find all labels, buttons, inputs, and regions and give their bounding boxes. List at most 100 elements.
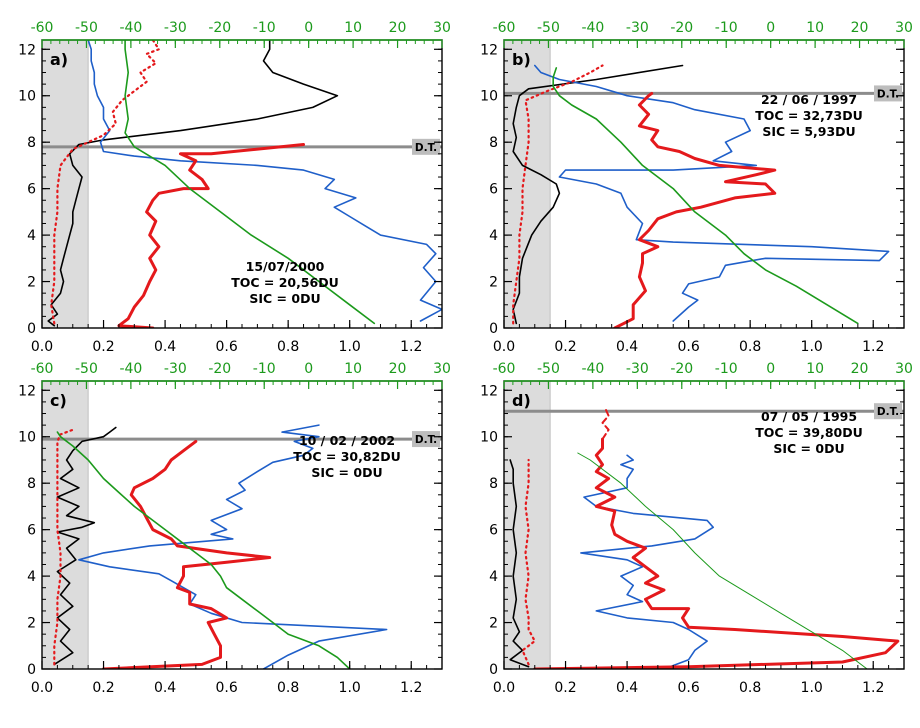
annotation-line: SIC = 0DU bbox=[311, 465, 382, 480]
y-tick-label: 6 bbox=[489, 182, 498, 198]
x-tick-label: 0.6 bbox=[677, 339, 699, 355]
top-tick-label: -30 bbox=[164, 20, 187, 36]
annotation-line: SIC = 0DU bbox=[773, 441, 844, 456]
top-tick-label: 20 bbox=[851, 361, 869, 377]
x-tick-label: 1.2 bbox=[400, 339, 422, 355]
series-line-ozone-2 bbox=[613, 91, 777, 328]
top-tick-label: 0 bbox=[766, 20, 775, 36]
annotation-line: TOC = 20,56DU bbox=[231, 275, 339, 290]
x-tick-label: 0.8 bbox=[277, 680, 299, 696]
series-line-blue-1 bbox=[533, 64, 890, 322]
y-tick-label: 12 bbox=[480, 42, 498, 58]
series-line-ozone-2 bbox=[102, 439, 272, 669]
series-line-dotted-3 bbox=[521, 458, 536, 666]
series-line-blue-1 bbox=[87, 40, 442, 322]
top-tick-label: -10 bbox=[253, 20, 276, 36]
x-tick-label: 1.0 bbox=[339, 680, 361, 696]
panel-d: D.T. 0.0 0.2 0.4 0.6 0.8 1.0 1.2 -60 -50 -40 -30 -20… bbox=[480, 361, 913, 696]
series-line-black-0 bbox=[47, 40, 339, 327]
x-tick-label: 0.4 bbox=[154, 680, 176, 696]
top-tick-label: 0 bbox=[766, 361, 775, 377]
x-tick-label: 1.0 bbox=[801, 339, 823, 355]
top-tick-label: -30 bbox=[164, 361, 187, 377]
top-tick-label: 10 bbox=[344, 20, 362, 36]
top-tick-label: -10 bbox=[715, 20, 738, 36]
y-tick-label: 2 bbox=[27, 616, 36, 632]
y-tick-label: 8 bbox=[489, 135, 498, 151]
series-line-dotted-3 bbox=[50, 40, 160, 325]
top-tick-label: 30 bbox=[433, 20, 451, 36]
top-tick-label: -60 bbox=[31, 20, 54, 36]
y-tick-label: 0 bbox=[489, 662, 498, 678]
dt-label-box bbox=[412, 138, 440, 155]
x-tick-label: 0.8 bbox=[739, 680, 761, 696]
annotation-line: TOC = 32,73DU bbox=[755, 108, 863, 123]
x-tick-label: 1.0 bbox=[339, 339, 361, 355]
top-tick-label: 10 bbox=[806, 361, 824, 377]
series-group bbox=[47, 40, 442, 328]
series-group bbox=[512, 64, 890, 328]
x-tick-label: 0.0 bbox=[31, 339, 53, 355]
x-tick-label: 0.4 bbox=[616, 680, 638, 696]
annotation-line: 22 / 06 / 1997 bbox=[761, 92, 857, 107]
y-tick-label: 6 bbox=[27, 523, 36, 539]
series-line-black-0 bbox=[509, 459, 530, 668]
top-tick-label: -40 bbox=[119, 361, 142, 377]
annotation-line: SIC = 5,93DU bbox=[762, 124, 855, 139]
x-tick-label: 0.2 bbox=[92, 680, 114, 696]
top-tick-label: 30 bbox=[895, 20, 913, 36]
series-line-temperature-4 bbox=[124, 40, 376, 325]
top-tick-label: 0 bbox=[304, 361, 313, 377]
top-tick-label: 10 bbox=[806, 20, 824, 36]
x-tick-label: 1.0 bbox=[801, 680, 823, 696]
y-tick-label: 8 bbox=[27, 135, 36, 151]
series-line-temperature-4 bbox=[56, 431, 351, 669]
y-tick-label: 6 bbox=[489, 523, 498, 539]
top-tick-label: -30 bbox=[626, 361, 649, 377]
top-tick-label: 20 bbox=[851, 20, 869, 36]
y-tick-label: 12 bbox=[480, 383, 498, 399]
annotation-line: 10 / 02 / 2002 bbox=[299, 433, 395, 448]
x-tick-label: 0.0 bbox=[493, 339, 515, 355]
top-tick-label: -20 bbox=[208, 20, 231, 36]
dt-label: D.T. bbox=[415, 142, 437, 154]
plot-frame bbox=[41, 380, 443, 670]
top-tick-label: -50 bbox=[537, 361, 560, 377]
y-tick-label: 4 bbox=[27, 228, 36, 244]
top-tick-label: -30 bbox=[626, 20, 649, 36]
annotation-line: TOC = 30,82DU bbox=[293, 449, 401, 464]
series-line-dotted-3 bbox=[512, 64, 604, 325]
x-tick-label: 0.8 bbox=[739, 339, 761, 355]
top-tick-label: -20 bbox=[208, 361, 231, 377]
top-tick-label: -40 bbox=[119, 20, 142, 36]
dt-label-box bbox=[874, 403, 902, 420]
dt-label: D.T. bbox=[877, 88, 899, 100]
x-tick-label: 1.2 bbox=[862, 680, 884, 696]
series-line-blue-1 bbox=[580, 454, 715, 669]
top-tick-label: -40 bbox=[581, 361, 604, 377]
panel-b: D.T. 0.0 0.2 0.4 0.6 0.8 1.0 1.2 -60 -50 -40 -30 -20… bbox=[480, 20, 913, 355]
top-tick-label: -10 bbox=[253, 361, 276, 377]
y-tick-label: 12 bbox=[18, 383, 36, 399]
top-tick-label: -20 bbox=[670, 361, 693, 377]
shaded-region bbox=[41, 380, 89, 670]
series-line-black-0 bbox=[53, 426, 117, 666]
top-tick-label: -20 bbox=[670, 20, 693, 36]
y-tick-label: 2 bbox=[489, 616, 498, 632]
annotation-line: SIC = 0DU bbox=[249, 291, 320, 306]
y-tick-label: 8 bbox=[489, 476, 498, 492]
x-tick-label: 0.2 bbox=[554, 680, 576, 696]
y-tick-label: 6 bbox=[27, 182, 36, 198]
top-tick-label: 10 bbox=[344, 361, 362, 377]
x-tick-label: 0.6 bbox=[215, 680, 237, 696]
top-tick-label: 20 bbox=[389, 20, 407, 36]
top-tick-label: -50 bbox=[537, 20, 560, 36]
panel-label: c) bbox=[50, 391, 67, 410]
top-tick-label: 0 bbox=[304, 20, 313, 36]
y-tick-label: 10 bbox=[480, 89, 498, 105]
top-tick-label: 20 bbox=[389, 361, 407, 377]
x-tick-label: 0.6 bbox=[677, 680, 699, 696]
top-tick-label: -60 bbox=[493, 20, 516, 36]
shaded-region bbox=[41, 39, 89, 329]
panel-label: b) bbox=[512, 50, 531, 69]
